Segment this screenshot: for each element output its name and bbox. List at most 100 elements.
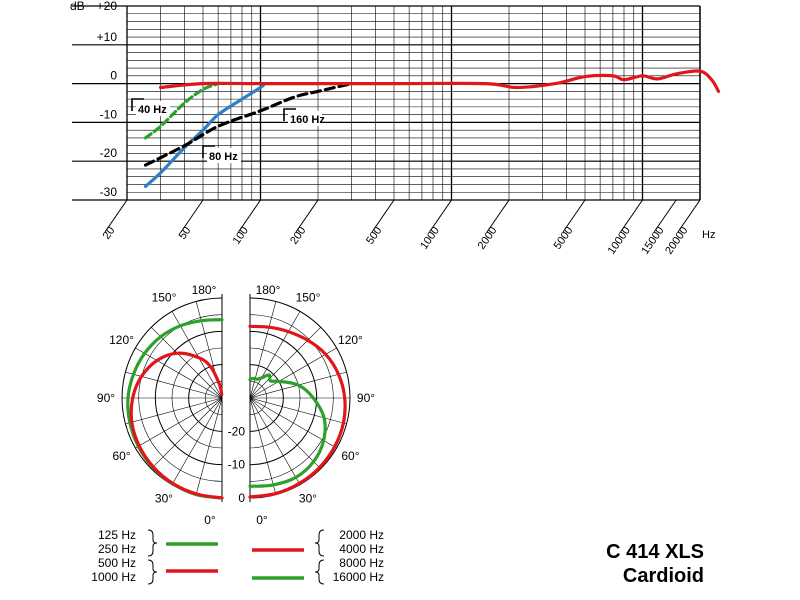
polar-spoke-left bbox=[151, 327, 223, 399]
cutoff-label: 160 Hz bbox=[290, 114, 325, 126]
angle-label-right: 150° bbox=[296, 291, 321, 305]
angle-label-left: 90° bbox=[97, 391, 115, 405]
legend-label: 250 Hz bbox=[98, 542, 136, 556]
x-tick-label: 10000 bbox=[606, 225, 633, 257]
y-tick-label: -10 bbox=[100, 107, 118, 121]
polar-curve bbox=[248, 373, 327, 488]
polar-spoke-right bbox=[249, 397, 301, 485]
polar-spoke-right bbox=[249, 397, 321, 469]
legend-label: 4000 Hz bbox=[339, 542, 384, 556]
polar-spoke-left bbox=[125, 397, 223, 425]
polar-spoke-left bbox=[195, 397, 223, 495]
x-tick-mark bbox=[429, 199, 452, 233]
angle-label-right: 60° bbox=[341, 449, 359, 463]
polar-labels: 180° 150° 120° 90° 60° 30° 0° 180° 150° 120° 90° 60… bbox=[97, 283, 375, 527]
cutoff-annotations: 40 Hz 80 Hz 160 Hz bbox=[131, 98, 325, 163]
polar-spoke-right bbox=[249, 327, 321, 399]
polar-curve bbox=[126, 318, 224, 500]
legend-label: 1000 Hz bbox=[91, 570, 136, 584]
annotation-bg bbox=[288, 111, 322, 126]
response-curve bbox=[143, 82, 354, 167]
x-tick-mark bbox=[653, 199, 677, 233]
y-tick-label: -30 bbox=[100, 185, 118, 199]
polar-spoke-right bbox=[249, 311, 301, 399]
annotation-bg bbox=[207, 148, 241, 163]
y-tick-label: 0 bbox=[110, 69, 117, 83]
cutoff-label: 40 Hz bbox=[138, 104, 167, 116]
x-tick-label: 5000 bbox=[552, 225, 576, 252]
angle-label-right: 90° bbox=[357, 391, 375, 405]
angle-label-right: 180° bbox=[256, 283, 281, 297]
polar-spoke-right bbox=[249, 347, 337, 399]
legend-label: 125 Hz bbox=[98, 528, 136, 542]
hz-unit-label: Hz bbox=[702, 229, 715, 241]
x-tick-label: 500 bbox=[364, 225, 384, 247]
radial-label: 0 bbox=[238, 491, 245, 505]
db-unit-label: dB bbox=[70, 0, 85, 13]
model-name: C 414 XLS bbox=[606, 541, 704, 563]
radial-label: -20 bbox=[228, 424, 246, 438]
angle-label-left: 30° bbox=[155, 491, 173, 505]
polar-spoke-left bbox=[135, 397, 223, 449]
annotation-bg bbox=[136, 101, 170, 116]
x-tick-mark bbox=[238, 199, 261, 233]
y-tick-label: -20 bbox=[100, 146, 118, 160]
x-tick-mark bbox=[295, 199, 319, 233]
x-tick-label: 15000 bbox=[639, 225, 666, 257]
angle-label-left: 120° bbox=[109, 333, 134, 347]
angle-label-right: 120° bbox=[338, 333, 363, 347]
response-curve bbox=[159, 69, 721, 93]
frequency-response-x-labels: Hz 20 50 100 200 500 1000 2000 5000 10000 1500020… bbox=[101, 199, 715, 257]
polar-spoke-right bbox=[249, 397, 277, 495]
x-tick-label: 100 bbox=[231, 225, 251, 247]
cutoff-label: 80 Hz bbox=[209, 151, 238, 163]
x-tick-mark bbox=[371, 199, 395, 233]
legend-brace bbox=[314, 559, 325, 585]
frequency-response-curves bbox=[143, 69, 721, 188]
polar-curve bbox=[248, 324, 347, 499]
x-tick-label: 50 bbox=[177, 225, 194, 242]
legend-brace bbox=[147, 529, 158, 557]
response-curve bbox=[143, 82, 220, 140]
legend-label: 16000 Hz bbox=[333, 570, 384, 584]
polar-spoke-right bbox=[249, 397, 347, 425]
annotation-corner bbox=[202, 145, 215, 158]
x-tick-mark bbox=[180, 199, 204, 233]
legend-label: 2000 Hz bbox=[339, 528, 384, 542]
polar-spoke-left bbox=[171, 397, 223, 485]
angle-label-left: 150° bbox=[152, 291, 177, 305]
legend-label: 500 Hz bbox=[98, 556, 136, 570]
annotation-corner bbox=[131, 98, 144, 111]
angle-label-left: 180° bbox=[192, 283, 217, 297]
radial-label: -10 bbox=[228, 458, 246, 472]
polar-curves bbox=[126, 318, 347, 500]
x-tick-mark bbox=[562, 199, 586, 233]
response-curve bbox=[143, 82, 267, 188]
x-tick-label: 20000 bbox=[663, 225, 690, 257]
polar-spoke-left bbox=[135, 347, 223, 399]
x-tick-label: 20 bbox=[101, 225, 118, 242]
angle-label-left: 60° bbox=[112, 449, 130, 463]
x-tick-mark bbox=[104, 199, 128, 233]
x-tick-mark bbox=[677, 199, 701, 233]
model-title: C 414 XLS Cardioid bbox=[606, 540, 704, 588]
legend-brace bbox=[147, 559, 158, 585]
polar-spoke-right bbox=[249, 301, 277, 399]
polar-spoke-left bbox=[151, 397, 223, 469]
x-tick-mark bbox=[486, 199, 510, 233]
x-tick-label: 1000 bbox=[418, 225, 442, 252]
angle-label-left: 0° bbox=[204, 513, 216, 527]
x-tick-label: 2000 bbox=[476, 225, 500, 252]
x-tick-mark bbox=[620, 199, 643, 233]
angle-label-right: 30° bbox=[299, 491, 317, 505]
y-tick-label: +20 bbox=[97, 0, 118, 13]
polar-curve bbox=[129, 351, 224, 500]
legend-label: 8000 Hz bbox=[339, 556, 384, 570]
annotation-corner bbox=[283, 108, 296, 121]
pattern-name: Cardioid bbox=[622, 565, 704, 587]
x-tick-label: 200 bbox=[288, 225, 308, 247]
angle-label-right: 0° bbox=[256, 513, 268, 527]
frequency-response-y-labels: dB +20 +10 0 -10 -20 -30 bbox=[70, 0, 117, 199]
